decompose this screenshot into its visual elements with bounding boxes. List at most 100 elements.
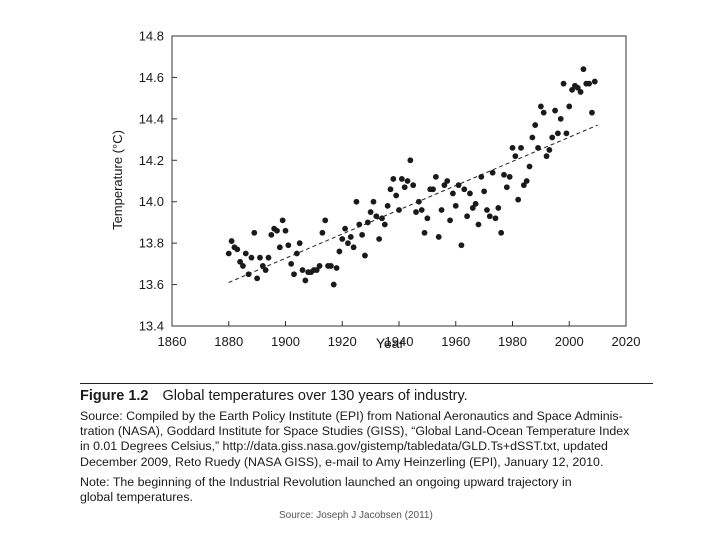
data-point: [555, 130, 561, 137]
data-point: [291, 271, 297, 278]
data-point: [390, 176, 397, 182]
data-point: [546, 147, 553, 153]
data-point: [452, 202, 459, 209]
x-tick-label: 1880: [214, 334, 243, 349]
data-point: [444, 178, 451, 184]
data-point: [319, 229, 326, 236]
y-tick-label: 14.0: [139, 194, 164, 209]
data-point: [455, 182, 462, 189]
data-point: [540, 109, 547, 116]
data-point: [441, 182, 448, 189]
y-tick-label: 14.2: [139, 153, 164, 168]
data-point: [469, 205, 476, 211]
data-point: [342, 225, 348, 232]
data-point: [475, 221, 482, 228]
data-point: [333, 265, 340, 271]
x-tick-label: 1900: [271, 334, 300, 349]
data-point: [248, 254, 255, 261]
data-point: [381, 221, 388, 228]
data-point: [407, 157, 414, 164]
y-tick-label: 13.6: [139, 277, 164, 292]
data-point: [472, 200, 479, 207]
source-line: tration (NASA), Goddard Institute for Sp…: [80, 424, 630, 439]
data-point: [345, 240, 351, 247]
data-point: [535, 144, 541, 151]
data-point: [410, 182, 417, 189]
data-point: [274, 227, 280, 234]
y-axis-label: Temperature (°C): [110, 130, 125, 230]
data-point: [430, 186, 436, 193]
data-point: [364, 219, 371, 226]
data-point: [245, 271, 252, 278]
data-point: [557, 115, 564, 122]
data-point: [515, 196, 522, 203]
data-point: [257, 254, 263, 261]
trend-line: [228, 124, 598, 283]
data-point: [322, 217, 329, 224]
figure-caption: Figure 1.2 Global temperatures over 130 y…: [80, 386, 680, 505]
figure-title: Global temperatures over 130 years of in…: [162, 388, 468, 404]
data-point: [461, 186, 468, 193]
x-tick-label: 1980: [498, 334, 527, 349]
data-point: [560, 80, 567, 87]
data-point: [481, 188, 488, 195]
data-point: [523, 178, 530, 184]
data-point: [435, 234, 442, 240]
data-point: [458, 242, 465, 249]
data-point: [353, 198, 360, 205]
data-point: [529, 134, 536, 141]
x-tick-label: 1920: [328, 334, 357, 349]
figure-heading: Figure 1.2 Global temperatures over 130 y…: [80, 386, 680, 406]
data-point: [384, 202, 391, 209]
data-point: [424, 215, 431, 222]
data-point: [393, 192, 400, 199]
data-point: [302, 277, 309, 284]
data-point: [293, 250, 300, 257]
data-point: [518, 144, 524, 151]
data-point: [549, 134, 556, 141]
data-point: [501, 171, 507, 178]
data-point: [356, 221, 363, 228]
source-text: Source: Compiled by the Earth Policy Ins…: [80, 409, 680, 470]
data-point: [237, 258, 244, 265]
data-point: [240, 263, 246, 269]
note-line: global temperatures.: [80, 490, 193, 505]
scatter-chart: 1860 1880 1900 1920 1940 1960 1980 2000 2020 13.4…: [110, 29, 640, 352]
plot-frame: [171, 35, 627, 327]
data-point: [543, 153, 550, 160]
x-tick-label: 1940: [385, 334, 414, 349]
data-point: [586, 80, 593, 87]
data-point: [520, 182, 527, 189]
data-point: [566, 103, 573, 110]
data-point: [367, 209, 374, 215]
data-point: [242, 250, 249, 257]
data-point: [387, 186, 394, 193]
data-point: [279, 217, 286, 224]
note-line: Note: The beginning of the Industrial Re…: [80, 474, 572, 489]
x-tick-label: 2000: [555, 334, 584, 349]
data-point: [552, 107, 558, 114]
data-point: [336, 248, 343, 255]
y-tick-label: 14.8: [139, 29, 164, 44]
caption-divider: [80, 383, 653, 384]
x-tick-label: 1860: [158, 334, 187, 349]
data-point: [330, 281, 337, 288]
data-point: [401, 184, 408, 191]
data-point: [265, 254, 272, 261]
data-point: [577, 89, 584, 95]
data-point: [339, 236, 346, 242]
data-point: [537, 103, 544, 110]
source-line: in 0.01 Degrees Celsius,” http://data.gi…: [80, 439, 608, 454]
y-tick-label: 14.4: [139, 111, 164, 126]
data-point: [379, 215, 385, 222]
data-point: [313, 267, 320, 273]
data-point: [495, 205, 502, 211]
data-point: [432, 173, 439, 180]
data-point: [421, 229, 428, 236]
data-point: [563, 130, 570, 137]
data-point: [396, 207, 402, 213]
data-point: [509, 144, 516, 151]
data-point: [526, 163, 533, 170]
y-tick-label: 14.6: [139, 70, 164, 85]
data-point: [447, 217, 453, 224]
